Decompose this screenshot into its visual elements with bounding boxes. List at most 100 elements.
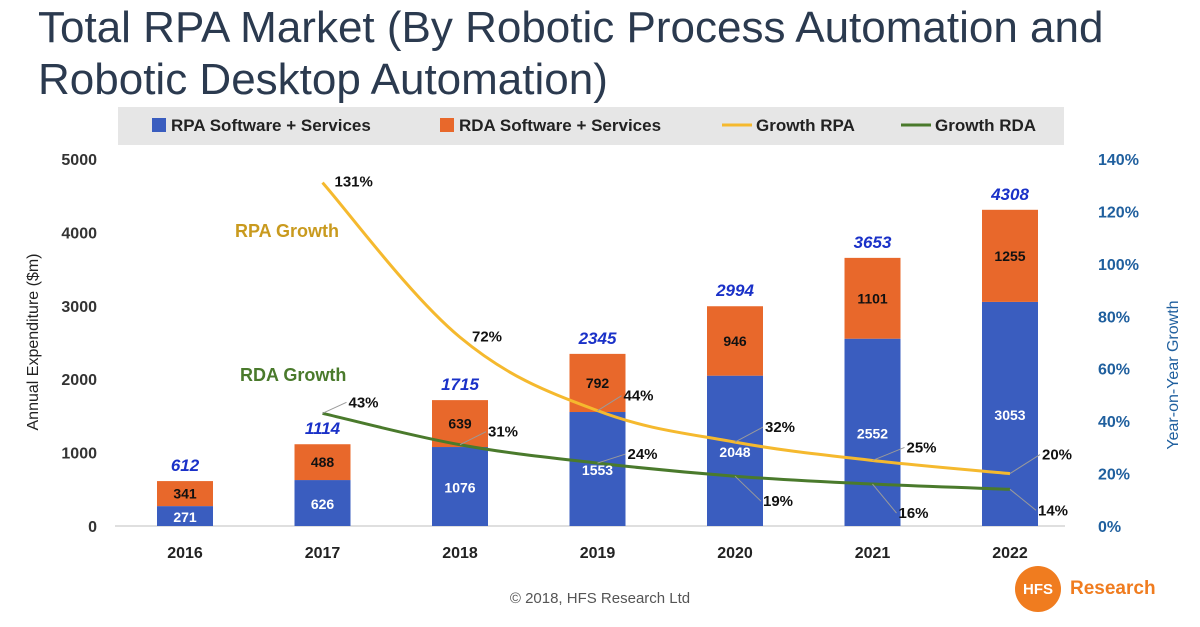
y2-tick-label: 140% [1098,152,1139,169]
bar-total-label: 612 [171,456,200,475]
y2-axis-title: Year-on-Year Growth [1165,300,1182,449]
x-tick-label: 2018 [442,545,478,562]
bar-total-label: 2345 [578,329,617,348]
growth-rpa-label: 32% [765,419,795,436]
hfs-logo: HFS Research [1015,566,1156,612]
y2-tick-label: 80% [1098,309,1130,326]
y-axis-title: Annual Expenditure ($m) [25,254,42,431]
growth-rda-leader [459,431,487,446]
bar-rda-label: 488 [311,454,335,470]
chart-axes: 0 1000 2000 3000 4000 5000 0% 20% 40% 60% 80% 100% 1… [25,152,1182,562]
legend-swatch-0 [152,118,166,132]
bar-rda-label: 1255 [994,248,1025,264]
bar-rda [432,400,488,448]
bar-rda-label: 946 [723,333,747,349]
growth-rda-leader [1009,488,1037,511]
chart-labels: 271 341 612 626 488 1114 1076 639 1715 1553 792 234… [171,174,1072,525]
growth-rda-label: 43% [349,394,379,411]
growth-rpa-label: 44% [624,388,654,405]
bar-rpa-label: 1076 [444,480,475,496]
y2-tick-label: 20% [1098,467,1130,484]
bar-rda [844,257,901,339]
bar-rda [157,481,213,507]
growth-lines [321,181,1011,491]
growth-rpa-leader [597,395,622,412]
x-tick-label: 2019 [580,545,616,562]
growth-rpa-label: 20% [1042,447,1072,464]
growth-rpa-leader [1009,454,1041,474]
x-tick-label: 2016 [167,545,203,562]
legend-label-3: Growth RDA [935,116,1036,135]
x-tick-label: 2017 [305,545,341,562]
bar-rpa-label: 2552 [857,425,888,441]
growth-rda-leader [597,453,626,464]
growth-rda-label: 19% [763,493,793,510]
y-tick-label: 1000 [61,446,97,463]
growth-rda-label: 31% [488,424,518,441]
growth-rpa-leader [734,426,764,443]
growth-rda-line [322,411,1011,491]
bar-rpa-label: 3053 [994,407,1025,423]
legend-label-1: RDA Software + Services [459,116,661,135]
legend-label-0: RPA Software + Services [171,116,371,135]
bar-rda [982,209,1038,302]
bar-rpa-label: 271 [173,509,197,525]
x-tick-label: 2022 [992,545,1028,562]
y2-tick-label: 120% [1098,204,1139,221]
y-tick-label: 5000 [61,152,97,169]
bar-rda-label: 639 [448,416,472,432]
bar-rda-label: 1101 [857,290,888,306]
title-line-1: Total RPA Market (By Robotic Process Aut… [38,3,1104,52]
bar-total-label: 1114 [305,419,341,438]
y-tick-label: 3000 [61,299,97,316]
chart-legend: RPA Software + Services RDA Software + Se… [152,116,1036,135]
annotation-rda-growth: RDA Growth [240,365,346,385]
bar-rpa [569,412,626,526]
y2-tick-label: 40% [1098,414,1130,431]
copyright-footer: © 2018, HFS Research Ltd [509,590,691,607]
y-tick-label: 0 [88,519,97,536]
title-line-2: Robotic Desktop Automation) [38,55,608,104]
bar-rpa-label: 2048 [719,444,750,460]
growth-rpa-leader [872,447,905,461]
y2-tick-label: 0% [1098,519,1121,536]
growth-rda-leader [322,401,347,414]
growth-rpa-label: 25% [907,439,937,456]
bar-total-label: 2994 [715,281,754,300]
bar-rpa [294,480,351,526]
growth-rda-leader [872,483,897,514]
growth-rda-label: 14% [1038,502,1068,519]
bar-rpa [707,375,763,526]
bar-rda-label: 792 [586,375,610,391]
bar-rpa-label: 626 [311,496,335,512]
bar-rda-label: 341 [173,486,197,502]
bar-rpa [432,447,488,526]
legend-label-2: Growth RPA [756,116,855,135]
growth-rda-label: 16% [899,505,929,522]
growth-rpa-label: 72% [472,328,502,345]
bar-rpa [157,506,213,526]
y2-tick-label: 60% [1098,362,1130,379]
y-tick-label: 4000 [61,225,97,242]
hfs-logo-mark: HFS [1015,566,1061,612]
x-tick-label: 2021 [855,545,891,562]
bar-total-label: 3653 [854,233,892,252]
growth-rda-label: 24% [628,446,658,463]
y-tick-label: 2000 [61,372,97,389]
bar-total-label: 1715 [441,375,479,394]
annotation-rpa-growth: RPA Growth [235,221,339,241]
bar-total-label: 4308 [990,185,1029,204]
x-tick-label: 2020 [717,545,753,562]
bar-rpa [844,338,901,526]
page-title: Total RPA Market (By Robotic Process Aut… [38,2,1188,106]
hfs-logo-text: Research [1070,578,1156,599]
y2-tick-label: 100% [1098,257,1139,274]
bar-rda [707,306,763,376]
legend-swatch-1 [440,118,454,132]
growth-rda-leader [734,475,762,502]
growth-rpa-line [321,181,1011,476]
bar-rda [294,444,351,481]
growth-rpa-label: 131% [335,174,373,191]
bar-rpa-label: 1553 [582,462,613,478]
